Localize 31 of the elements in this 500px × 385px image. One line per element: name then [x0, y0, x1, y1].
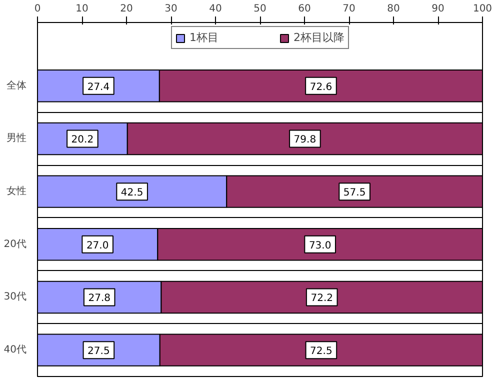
- x-tick-label: 80: [387, 4, 400, 14]
- data-label: 27.8: [88, 293, 110, 304]
- legend-label: 1杯目: [190, 30, 218, 45]
- legend-label: 2杯目以降: [294, 30, 344, 45]
- data-label: 72.5: [310, 346, 332, 358]
- data-label: 72.2: [310, 293, 333, 304]
- x-tick-label: 40: [209, 4, 222, 14]
- x-tick-label: 100: [472, 4, 492, 14]
- data-label: 57.5: [343, 188, 366, 199]
- data-label: 27.0: [86, 240, 109, 252]
- data-label: 27.5: [88, 346, 110, 358]
- y-tick-label: 男性: [6, 132, 26, 144]
- data-label: 27.4: [87, 82, 110, 93]
- x-tick-label: 60: [298, 4, 311, 14]
- y-tick-label: 40代: [4, 344, 27, 356]
- data-label: 42.5: [120, 188, 144, 199]
- data-label: 20.2: [71, 134, 94, 146]
- data-label: 73.0: [308, 240, 332, 252]
- y-tick-label: 全体: [6, 79, 26, 92]
- x-tick-label: 50: [254, 4, 266, 14]
- x-tick-label: 30: [164, 4, 178, 14]
- data-label: 79.8: [294, 134, 316, 146]
- data-label: 72.6: [310, 82, 332, 93]
- y-tick-label: 女性: [6, 185, 26, 198]
- x-tick-label: 70: [342, 4, 356, 14]
- x-tick-label: 90: [432, 4, 444, 14]
- y-tick-label: 30代: [4, 292, 27, 303]
- y-tick-label: 20代: [4, 238, 27, 250]
- x-tick-label: 10: [76, 4, 88, 14]
- x-tick-label: 20: [120, 4, 133, 14]
- x-tick-label: 0: [34, 4, 41, 14]
